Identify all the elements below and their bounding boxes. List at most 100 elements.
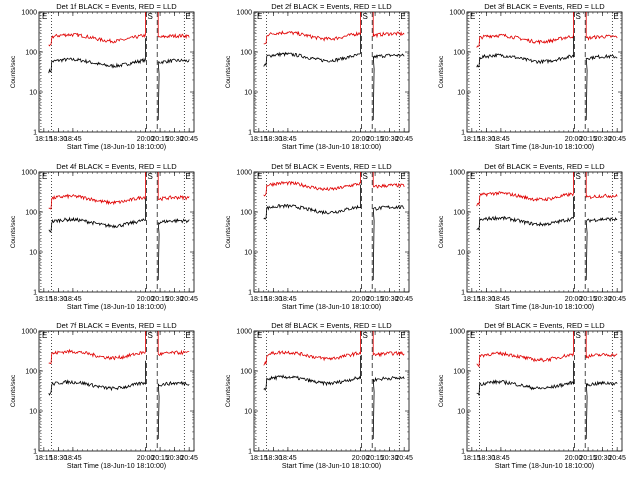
y-tick-label: 100 <box>25 210 37 217</box>
plot-frame <box>253 330 410 452</box>
x-tick-label: 20:45 <box>395 136 413 143</box>
y-axis-label: Counts/sec <box>225 374 232 407</box>
y-tick-label: 1 <box>33 449 37 456</box>
series-lld-pre <box>476 12 574 48</box>
panel-title: Det 9f BLACK = Events, RED = LLD <box>484 321 605 330</box>
x-tick-label: 20:45 <box>608 455 626 462</box>
marker-label: E <box>257 12 262 21</box>
x-tick-label: 18:30 <box>478 136 496 143</box>
x-tick-label: 20:00 <box>137 136 155 143</box>
x-tick-label: 20:15 <box>579 136 597 143</box>
x-tick-label: 20:15 <box>366 296 384 303</box>
panel-det-5: Det 5f BLACK = Events, RED = LLD 1 10 100 10… <box>225 162 413 311</box>
y-tick-label: 10 <box>29 90 37 97</box>
x-tick-label: 20:15 <box>151 136 169 143</box>
x-tick-label: 18:30 <box>50 296 68 303</box>
y-tick-label: 1000 <box>449 10 465 17</box>
marker-label: S <box>148 172 153 181</box>
series-events-pre <box>476 360 574 397</box>
panel-det-3: Det 3f BLACK = Events, RED = LLD 1 10 100 10… <box>438 2 626 151</box>
series-events-pre <box>48 198 146 233</box>
panel-det-8: Det 8f BLACK = Events, RED = LLD 1 10 100 10… <box>225 321 413 470</box>
series-events-post <box>157 380 190 440</box>
x-tick-label: 20:15 <box>366 136 384 143</box>
x-tick-label: 18:30 <box>265 136 283 143</box>
marker-label: E <box>613 12 618 21</box>
y-tick-label: 10 <box>244 250 252 257</box>
marker-label: E <box>400 331 405 340</box>
x-axis-label: Start Time (18-Jun-10 18:10:00) <box>67 463 166 470</box>
panel-det-2: Det 2f BLACK = Events, RED = LLD 1 10 100 10… <box>225 2 413 151</box>
series-lld-pre <box>263 331 361 366</box>
y-tick-label: 1 <box>248 290 252 297</box>
y-tick-label: 1 <box>461 290 465 297</box>
panel-title: Det 1f BLACK = Events, RED = LLD <box>56 2 177 11</box>
y-tick-label: 10 <box>244 409 252 416</box>
y-tick-label: 1000 <box>21 329 37 336</box>
x-tick-label: 18:45 <box>279 136 297 143</box>
y-axis-label: Counts/sec <box>438 55 445 88</box>
plot-frame <box>466 171 623 293</box>
panel-title: Det 6f BLACK = Events, RED = LLD <box>484 162 605 171</box>
panel-det-4: Det 4f BLACK = Events, RED = LLD 1 10 100 10… <box>10 162 198 311</box>
y-tick-label: 10 <box>457 250 465 257</box>
y-tick-label: 100 <box>453 50 465 57</box>
marker-label: E <box>42 12 47 21</box>
x-tick-label: 20:15 <box>579 296 597 303</box>
x-tick-label: 20:00 <box>352 455 370 462</box>
marker-label: E <box>613 172 618 181</box>
panel-det-7: Det 7f BLACK = Events, RED = LLD 1 10 100 10… <box>10 321 198 470</box>
series-lld-post <box>372 331 405 358</box>
series-events-post <box>372 204 405 281</box>
y-axis-label: Counts/sec <box>10 55 17 88</box>
x-tick-label: 20:15 <box>151 455 169 462</box>
marker-label: E <box>185 12 190 21</box>
y-tick-label: 10 <box>457 90 465 97</box>
y-tick-label: 10 <box>457 409 465 416</box>
y-tick-label: 100 <box>25 369 37 376</box>
x-tick-label: 18:30 <box>50 455 68 462</box>
y-tick-label: 1000 <box>236 10 252 17</box>
x-tick-label: 20:30 <box>594 455 612 462</box>
x-tick-label: 18:30 <box>478 296 496 303</box>
series-lld-pre <box>48 331 146 365</box>
x-tick-label: 18:15 <box>35 455 53 462</box>
panel-det-6: Det 6f BLACK = Events, RED = LLD 1 10 100 10… <box>438 162 626 311</box>
y-tick-label: 100 <box>453 369 465 376</box>
x-axis-label: Start Time (18-Jun-10 18:10:00) <box>495 304 594 311</box>
x-tick-label: 20:45 <box>395 455 413 462</box>
plot-frame <box>466 330 623 452</box>
x-tick-label: 20:15 <box>366 455 384 462</box>
x-axis-label: Start Time (18-Jun-10 18:10:00) <box>495 144 594 151</box>
series-events-pre <box>476 34 574 68</box>
x-tick-label: 20:30 <box>381 455 399 462</box>
y-tick-label: 100 <box>25 50 37 57</box>
x-axis-label: Start Time (18-Jun-10 18:10:00) <box>282 304 381 311</box>
plot-frame <box>38 171 195 293</box>
x-tick-label: 18:45 <box>64 296 82 303</box>
y-tick-label: 1 <box>248 130 252 137</box>
y-tick-label: 10 <box>29 409 37 416</box>
x-tick-label: 20:30 <box>166 455 184 462</box>
series-events-pre <box>263 355 361 391</box>
marker-label: E <box>400 172 405 181</box>
x-axis-label: Start Time (18-Jun-10 18:10:00) <box>67 304 166 311</box>
x-tick-label: 20:15 <box>151 296 169 303</box>
marker-label: S <box>148 12 153 21</box>
x-tick-label: 18:45 <box>492 136 510 143</box>
x-tick-label: 18:15 <box>463 296 481 303</box>
y-axis-label: Counts/sec <box>10 374 17 407</box>
marker-label: E <box>400 12 405 21</box>
marker-label: E <box>470 12 475 21</box>
x-tick-label: 18:30 <box>50 136 68 143</box>
y-tick-label: 1000 <box>449 329 465 336</box>
series-lld-pre <box>263 172 361 197</box>
y-axis-label: Counts/sec <box>225 55 232 88</box>
x-tick-label: 18:45 <box>279 455 297 462</box>
series-events-pre <box>263 184 361 220</box>
marker-label: E <box>257 172 262 181</box>
series-events-post <box>157 58 190 121</box>
series-events-pre <box>48 38 146 74</box>
plot-frame <box>253 11 410 133</box>
